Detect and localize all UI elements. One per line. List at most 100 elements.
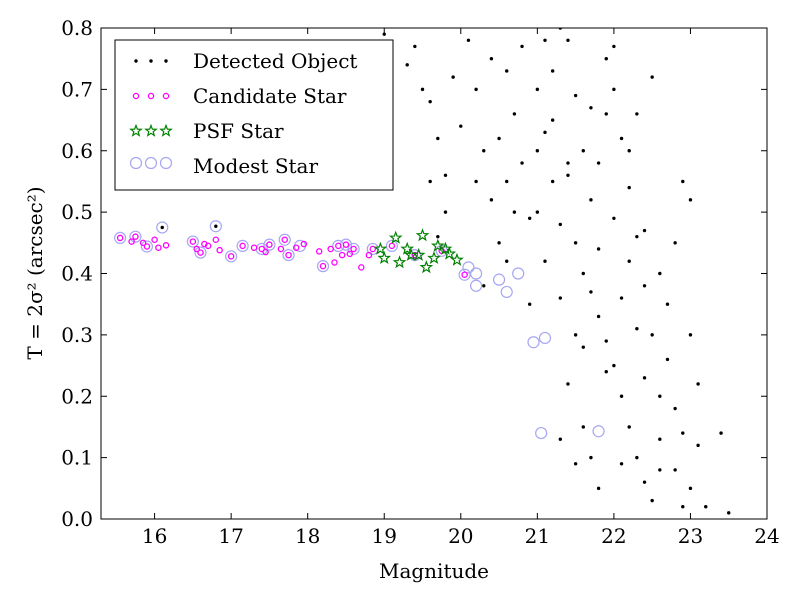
modest-point [263, 238, 276, 251]
psf-point [419, 260, 434, 274]
detected-point [635, 455, 639, 460]
legend-marker-psf [159, 123, 173, 137]
detected-point [642, 228, 647, 233]
detected-point [581, 271, 585, 276]
detected-point [719, 431, 723, 435]
detected-point [688, 198, 693, 202]
detected-point [581, 149, 585, 153]
modest-point [114, 231, 127, 245]
detected-point [604, 339, 608, 343]
candidate-point [143, 243, 151, 250]
candidate-point [277, 245, 285, 253]
candidate-point [132, 233, 139, 240]
detected-point [665, 302, 670, 306]
psf-point [450, 252, 464, 266]
y-tick-label: 0.6 [61, 139, 93, 163]
modest-point [186, 235, 199, 248]
detected-point [673, 241, 677, 245]
x-tick-label: 23 [678, 524, 703, 548]
detected-point [428, 179, 432, 184]
modest-point [129, 230, 142, 243]
y-tick-label: 0.8 [61, 16, 93, 40]
detected-point [436, 136, 440, 141]
detected-point [604, 56, 608, 61]
detected-point [635, 234, 639, 239]
detected-point [520, 44, 524, 49]
legend-marker-psf [129, 123, 143, 137]
detected-point [451, 75, 455, 79]
detected-series [160, 28, 731, 515]
detected-point [382, 32, 386, 36]
modest-point [500, 285, 513, 299]
detected-point [612, 363, 616, 368]
detected-point [428, 99, 432, 104]
detected-point [505, 259, 509, 263]
x-tick-label: 18 [295, 524, 320, 548]
legend-label-psf: PSF Star [193, 119, 284, 143]
detected-point [688, 333, 693, 337]
detected-point [650, 498, 654, 503]
detected-point [596, 486, 601, 491]
detected-point [550, 179, 555, 184]
x-axis-label: Magnitude [379, 559, 489, 583]
detected-point [696, 382, 700, 386]
candidate-point [189, 238, 197, 245]
detected-point [535, 87, 540, 92]
modest-point [278, 233, 291, 246]
psf-series [373, 228, 464, 274]
detected-point [619, 462, 624, 466]
detected-point [160, 225, 164, 230]
modest-point [512, 267, 525, 280]
modest-point [236, 239, 249, 252]
detected-point [604, 370, 608, 374]
detected-point [665, 357, 670, 362]
detected-point [558, 296, 563, 300]
x-tick-label: 21 [525, 524, 550, 548]
detected-point [482, 149, 486, 153]
candidate-point [139, 239, 147, 247]
detected-point [558, 437, 563, 441]
detected-point [581, 425, 585, 429]
detected-point [704, 505, 708, 509]
detected-point [505, 69, 509, 73]
x-tick-label: 20 [448, 524, 473, 548]
candidate-point [285, 251, 292, 259]
detected-point [543, 130, 547, 135]
legend-label-modest: Modest Star [193, 154, 318, 178]
candidate-series [116, 233, 468, 278]
modest-point [385, 239, 398, 252]
psf-point [430, 238, 445, 252]
detected-point [566, 173, 570, 177]
detected-point [474, 87, 478, 92]
detected-point [650, 75, 654, 79]
modest-point [527, 336, 540, 349]
candidate-point [227, 253, 235, 260]
legend-marker-detected [149, 59, 153, 63]
y-tick-label: 0.2 [61, 384, 93, 408]
detected-point [573, 333, 578, 337]
detected-point [466, 38, 471, 42]
x-tick-label: 19 [372, 524, 397, 548]
psf-point [388, 230, 403, 244]
detected-point [573, 93, 578, 98]
candidate-point [281, 236, 288, 243]
detected-point [673, 406, 677, 411]
detected-point [527, 302, 532, 306]
candidate-point [365, 251, 373, 259]
detected-point [550, 69, 555, 73]
detected-point [589, 198, 593, 202]
detected-point [489, 198, 494, 202]
psf-point [373, 241, 388, 255]
candidate-point [250, 244, 258, 251]
y-tick-label: 0.3 [61, 323, 93, 347]
detected-point [497, 241, 501, 245]
detected-point [658, 468, 662, 472]
detected-point [642, 376, 647, 380]
psf-point [415, 228, 430, 242]
candidate-point [346, 250, 354, 258]
candidate-point [411, 251, 419, 259]
detected-point [627, 259, 631, 263]
candidate-point [358, 264, 365, 271]
y-tick-label: 0.5 [61, 200, 93, 224]
